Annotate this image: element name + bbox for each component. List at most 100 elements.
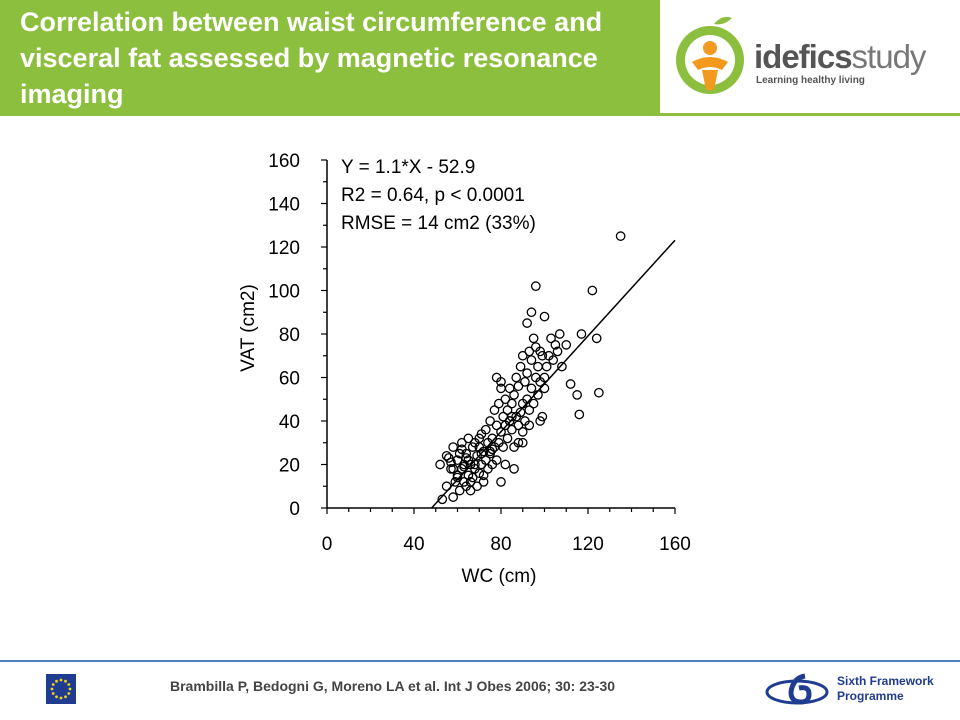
y-tick-label: 60 [279, 369, 300, 390]
data-point [478, 477, 489, 487]
data-point [507, 424, 517, 435]
data-point [459, 461, 469, 472]
data-point [509, 442, 519, 452]
data-point [513, 381, 524, 392]
data-point [539, 372, 550, 383]
title-banner: Correlation between waist circumference … [0, 0, 660, 113]
data-point [528, 398, 539, 409]
data-point [507, 411, 517, 422]
data-point [535, 416, 546, 426]
x-tick-label: 160 [659, 534, 691, 555]
y-tick-label: 140 [268, 195, 300, 216]
data-point [511, 372, 522, 383]
data-point [517, 350, 528, 361]
slide-title: Correlation between waist circumference … [20, 7, 603, 109]
data-point [520, 376, 530, 387]
data-point [478, 446, 489, 457]
y-tick-label: 120 [268, 238, 300, 259]
data-point [491, 455, 502, 465]
x-tick-label: 80 [490, 534, 511, 555]
data-point [487, 433, 498, 444]
data-point [472, 481, 482, 492]
logo-word-bold: idefics [754, 38, 853, 75]
data-point [524, 346, 535, 357]
y-tick-label: 0 [289, 499, 300, 520]
data-point [533, 390, 543, 400]
data-point [546, 333, 556, 344]
data-point [565, 379, 576, 389]
data-point [487, 444, 498, 455]
data-point [478, 470, 489, 481]
annotation-1: Y = 1.1*X - 52.9 [341, 157, 475, 178]
data-point [480, 455, 491, 465]
data-point [574, 409, 585, 420]
data-point [500, 394, 511, 405]
data-point [539, 383, 550, 394]
data-point [515, 407, 526, 418]
data-point [463, 433, 474, 444]
data-point [485, 446, 495, 457]
x-tick-label: 0 [322, 534, 333, 555]
data-point [498, 442, 509, 452]
data-point [454, 485, 465, 496]
data-point [591, 333, 602, 344]
data-point [448, 492, 458, 502]
data-point [465, 477, 476, 487]
data-point [522, 318, 532, 328]
x-axis-label: WC (cm) [462, 566, 537, 587]
data-point [441, 450, 452, 461]
data-point [480, 424, 491, 435]
data-point [446, 457, 456, 468]
data-point [507, 398, 517, 409]
data-point [552, 346, 563, 357]
data-point [515, 361, 526, 372]
data-point [441, 481, 452, 492]
data-point [491, 372, 502, 383]
data-point [437, 494, 448, 505]
data-point [572, 390, 582, 400]
data-point [524, 420, 535, 431]
apple-figure-icon [676, 16, 744, 94]
y-tick-label: 40 [279, 412, 300, 433]
scatter-chart: 0 40 80 120 160 0 20 40 60 80 100 120 140 160 WC (cm) V… [238, 151, 691, 587]
data-point [517, 437, 528, 448]
idefics-logo: ideficsstudy Learning healthy living [662, 0, 960, 113]
data-point [537, 350, 548, 361]
data-point [561, 340, 572, 350]
data-point [502, 433, 513, 444]
sixth-framework-logo: Sixth Framework Programme [765, 668, 945, 710]
sixth-framework-icon [765, 673, 829, 705]
data-point [539, 311, 550, 322]
data-point [548, 355, 559, 365]
data-point [493, 398, 504, 409]
eu-flag-icon [46, 674, 76, 704]
regression-line [430, 239, 676, 509]
y-tick-label: 160 [268, 151, 300, 172]
data-point [461, 453, 472, 463]
data-point [615, 231, 626, 241]
x-tick-label: 120 [572, 534, 604, 555]
data-point [530, 281, 541, 291]
data-point [456, 444, 467, 455]
data-point [448, 442, 458, 452]
logo-wordmark: ideficsstudy [754, 38, 926, 76]
data-point [513, 420, 524, 431]
logo-tagline: Learning healthy living [756, 75, 865, 86]
data-point [576, 329, 587, 339]
data-point [452, 472, 463, 483]
data-point [557, 361, 567, 372]
data-point [448, 463, 458, 474]
data-point [587, 285, 598, 296]
header-rule [0, 113, 960, 116]
data-point [509, 463, 519, 474]
data-point [496, 477, 506, 487]
data-point [533, 361, 543, 372]
data-point [489, 405, 500, 415]
data-point [470, 459, 480, 470]
data-point [526, 355, 537, 365]
program-name: Sixth Framework Programme [837, 674, 934, 704]
data-point [528, 333, 539, 344]
citation: Brambilla P, Bedogni G, Moreno LA et al.… [170, 678, 616, 694]
data-point [509, 390, 519, 400]
data-point [476, 448, 487, 459]
